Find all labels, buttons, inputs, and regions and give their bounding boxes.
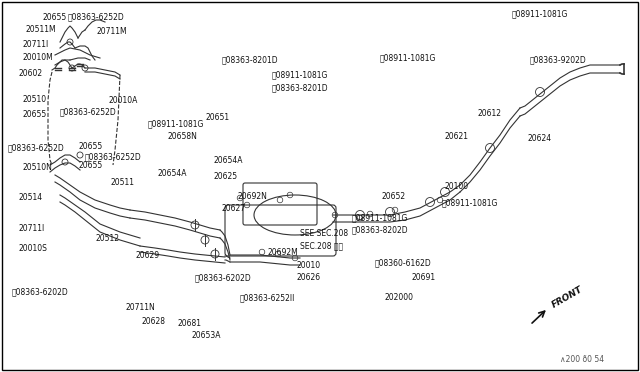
Text: 20655: 20655 xyxy=(78,141,102,151)
Text: Ⓢ08363-6252II: Ⓢ08363-6252II xyxy=(240,294,296,302)
Text: Ⓝ08911-1081G: Ⓝ08911-1081G xyxy=(512,10,568,19)
Text: ∧200 ð0 54: ∧200 ð0 54 xyxy=(560,356,604,365)
Text: 20711I: 20711I xyxy=(18,224,44,232)
Text: 202000: 202000 xyxy=(385,294,414,302)
Text: 20100: 20100 xyxy=(445,182,469,190)
Text: 20691: 20691 xyxy=(412,273,436,282)
Text: 20654A: 20654A xyxy=(158,169,188,177)
Text: Ⓢ08363-6202D: Ⓢ08363-6202D xyxy=(195,273,252,282)
Text: 20652: 20652 xyxy=(382,192,406,201)
Text: Ⓝ08911-1081G: Ⓝ08911-1081G xyxy=(352,214,408,222)
Text: 20511M: 20511M xyxy=(25,25,56,33)
Text: 20654A: 20654A xyxy=(214,155,243,164)
Text: 20512: 20512 xyxy=(95,234,119,243)
Text: SEE SEC.208: SEE SEC.208 xyxy=(300,228,348,237)
Text: 20711N: 20711N xyxy=(125,304,155,312)
Text: 20681: 20681 xyxy=(178,318,202,327)
Text: 20602: 20602 xyxy=(18,68,42,77)
Text: 20628: 20628 xyxy=(142,317,166,327)
Text: 20626: 20626 xyxy=(297,273,321,282)
Text: 20655: 20655 xyxy=(42,13,67,22)
Text: 20621: 20621 xyxy=(445,131,469,141)
Text: 20629: 20629 xyxy=(135,250,159,260)
Text: 20510N: 20510N xyxy=(22,163,52,171)
Text: 20653A: 20653A xyxy=(192,331,221,340)
Text: Ⓢ08363-8202D: Ⓢ08363-8202D xyxy=(352,225,408,234)
Text: 20625: 20625 xyxy=(214,171,238,180)
Text: 20692N: 20692N xyxy=(238,192,268,201)
Text: Ⓝ08911-1081G: Ⓝ08911-1081G xyxy=(442,199,499,208)
Text: Ⓢ08363-8201D: Ⓢ08363-8201D xyxy=(272,83,328,93)
Text: 20658N: 20658N xyxy=(168,131,198,141)
Text: FRONT: FRONT xyxy=(550,285,584,310)
Text: SEC.208 参照: SEC.208 参照 xyxy=(300,241,343,250)
Text: 20010A: 20010A xyxy=(108,96,138,105)
Text: Ⓢ08363-8201D: Ⓢ08363-8201D xyxy=(222,55,278,64)
Text: Ⓝ08911-1081G: Ⓝ08911-1081G xyxy=(380,54,436,62)
Text: Ⓢ08363-6202D: Ⓢ08363-6202D xyxy=(12,288,68,296)
Text: 20010: 20010 xyxy=(297,262,321,270)
Text: Ⓝ08911-1081G: Ⓝ08911-1081G xyxy=(148,119,204,128)
Text: Ⓢ08363-6252D: Ⓢ08363-6252D xyxy=(85,153,141,161)
Text: 20692M: 20692M xyxy=(268,247,299,257)
Text: 20511: 20511 xyxy=(110,177,134,186)
Text: 20627: 20627 xyxy=(222,203,246,212)
Text: 20010S: 20010S xyxy=(18,244,47,253)
Text: 20651: 20651 xyxy=(206,112,230,122)
Text: 20655: 20655 xyxy=(78,160,102,170)
Text: Ⓢ08363-6252D: Ⓢ08363-6252D xyxy=(68,13,125,22)
Text: Ⓢ08360-6162D: Ⓢ08360-6162D xyxy=(375,259,432,267)
Text: 20711I: 20711I xyxy=(22,39,48,48)
Text: 20624: 20624 xyxy=(528,134,552,142)
Text: 20711M: 20711M xyxy=(96,26,127,35)
Text: Ⓢ08363-9202D: Ⓢ08363-9202D xyxy=(530,55,587,64)
Text: Ⓢ08363-6252D: Ⓢ08363-6252D xyxy=(60,108,116,116)
Text: Ⓢ08363-6252D: Ⓢ08363-6252D xyxy=(8,144,65,153)
Text: Ⓝ08911-1081G: Ⓝ08911-1081G xyxy=(272,71,328,80)
Text: 20612: 20612 xyxy=(478,109,502,118)
Text: 20514: 20514 xyxy=(18,192,42,202)
Text: 20010M: 20010M xyxy=(22,52,52,61)
Text: 20655: 20655 xyxy=(22,109,46,119)
Text: 20510: 20510 xyxy=(22,94,46,103)
